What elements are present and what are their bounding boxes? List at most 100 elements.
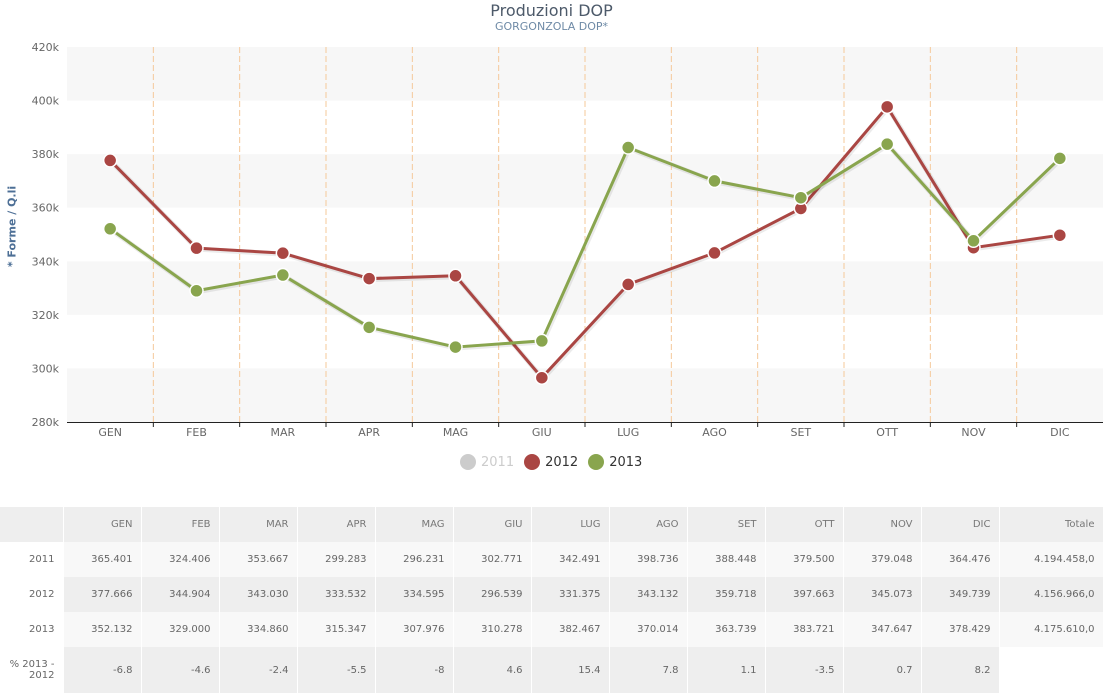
legend-marker-2013-icon <box>588 454 605 470</box>
table-cell: 1.1 <box>687 647 766 693</box>
data-point-2012 <box>448 268 463 284</box>
data-point-2012 <box>189 240 204 256</box>
table-header-set: SET <box>687 507 766 542</box>
table-cell: 378.429 <box>921 612 1000 647</box>
y-tick-label: 280k <box>32 416 60 429</box>
data-point-2013 <box>361 320 377 335</box>
series-2013 <box>102 136 1068 355</box>
data-table: GEN FEB MAR APR MAG GIU LUG AGO SET OTT NOV DIC Tota… <box>0 507 1103 693</box>
table-cell: -8 <box>375 647 454 693</box>
legend-item-2012[interactable]: 2012 <box>524 454 578 470</box>
table-cell: 344.904 <box>141 577 220 612</box>
grid-band <box>67 154 1103 208</box>
data-point-2013 <box>275 267 291 283</box>
table-cell: 4.194.458,0 <box>999 542 1103 577</box>
table-cell: 333.532 <box>297 577 376 612</box>
chart-subtitle: GORGONZOLA DOP* <box>494 20 609 33</box>
table-cell: 359.718 <box>687 577 766 612</box>
table-row: % 2013 - 2012 -6.8 -4.6 -2.4 -5.5 -8 4.6 15.4 7.… <box>0 647 1103 693</box>
series-line-2012 <box>109 105 1061 380</box>
table-cell: 343.030 <box>219 577 298 612</box>
table-row: 2012 377.666 344.904 343.030 333.532 334.595 2… <box>0 577 1103 612</box>
data-point-2012 <box>1052 227 1068 243</box>
table-cell: 382.467 <box>531 612 610 647</box>
x-tick-label: MAR <box>270 426 295 439</box>
legend-label-2011: 2011 <box>481 454 515 470</box>
data-point-2013 <box>189 283 204 298</box>
data-point-2012 <box>275 245 291 261</box>
y-tick-label: 400k <box>32 95 60 108</box>
table-cell: 299.283 <box>297 542 376 577</box>
x-tick-label: DIC <box>1050 426 1070 439</box>
y-tick-label: 380k <box>32 148 60 161</box>
x-tick-label: GEN <box>98 426 122 439</box>
table-cell: 347.647 <box>843 612 922 647</box>
x-tick-label: AGO <box>702 426 727 439</box>
y-tick-label: 320k <box>32 309 60 322</box>
table-cell: -6.8 <box>63 647 142 693</box>
table-header-corner <box>0 507 64 542</box>
table-cell: 302.771 <box>453 542 532 577</box>
x-tick-label: FEB <box>186 426 207 439</box>
table-cell: 329.000 <box>141 612 220 647</box>
data-point-2013 <box>1052 151 1068 166</box>
table-cell: 15.4 <box>531 647 610 693</box>
table-cell: 365.401 <box>63 542 142 577</box>
table-cell: 343.132 <box>609 577 688 612</box>
table-cell: 7.8 <box>609 647 688 693</box>
data-point-2013 <box>534 333 550 349</box>
table-header-ago: AGO <box>609 507 688 542</box>
table-cell: 315.347 <box>297 612 376 647</box>
row-label: 2011 <box>0 542 64 577</box>
data-point-2012 <box>707 245 722 261</box>
table-cell: 379.048 <box>843 542 922 577</box>
data-point-2012 <box>534 370 550 385</box>
table-cell: -5.5 <box>297 647 376 693</box>
data-point-2013 <box>620 140 636 155</box>
table-cell: 370.014 <box>609 612 688 647</box>
table-cell: 379.500 <box>765 542 844 577</box>
table-cell: 349.739 <box>921 577 1000 612</box>
x-tick-label: LUG <box>617 426 639 439</box>
table-cell: 307.976 <box>375 612 454 647</box>
data-point-2013 <box>102 221 118 237</box>
legend-item-2013[interactable]: 2013 <box>588 454 642 470</box>
table-cell: 353.667 <box>219 542 298 577</box>
legend-item-2011[interactable]: 2011 <box>460 454 514 470</box>
table-cell: 397.663 <box>765 577 844 612</box>
table-cell: 364.476 <box>921 542 1000 577</box>
table-cell: 331.375 <box>531 577 610 612</box>
table-header-apr: APR <box>297 507 376 542</box>
x-tick-label: OTT <box>876 426 898 439</box>
table-cell: -3.5 <box>765 647 844 693</box>
table-cell: 388.448 <box>687 542 766 577</box>
table-header-mag: MAG <box>375 507 454 542</box>
table-cell: -2.4 <box>219 647 298 693</box>
row-label: 2013 <box>0 612 64 647</box>
table-header-lug: LUG <box>531 507 610 542</box>
row-label: % 2013 - 2012 <box>0 647 64 693</box>
row-label: 2012 <box>0 577 64 612</box>
table-cell: 8.2 <box>921 647 1000 693</box>
legend: 2011 2012 2013 <box>460 452 652 472</box>
x-tick-label: APR <box>358 426 380 439</box>
table-header-feb: FEB <box>141 507 220 542</box>
table-cell: 4.6 <box>453 647 532 693</box>
table-header-giu: GIU <box>453 507 532 542</box>
legend-label-2012: 2012 <box>545 454 579 470</box>
table-cell: 383.721 <box>765 612 844 647</box>
grid-band <box>67 47 1103 101</box>
table-cell: 352.132 <box>63 612 142 647</box>
table-cell: 4.175.610,0 <box>999 612 1103 647</box>
y-tick-label: 300k <box>32 362 60 375</box>
grid-band <box>67 261 1103 315</box>
table-header-totale: Totale <box>999 507 1103 542</box>
y-axis-title: * Forme / Q.li <box>5 185 19 268</box>
table-row: 2011 365.401 324.406 353.667 299.283 296.231 3… <box>0 542 1103 577</box>
table-cell: 0.7 <box>843 647 922 693</box>
table-header-row: GEN FEB MAR APR MAG GIU LUG AGO SET OTT NOV DIC Tota… <box>0 507 1103 542</box>
data-point-2013 <box>448 339 463 355</box>
table-header-dic: DIC <box>921 507 1000 542</box>
table-cell: 296.231 <box>375 542 454 577</box>
table-cell: 345.073 <box>843 577 922 612</box>
